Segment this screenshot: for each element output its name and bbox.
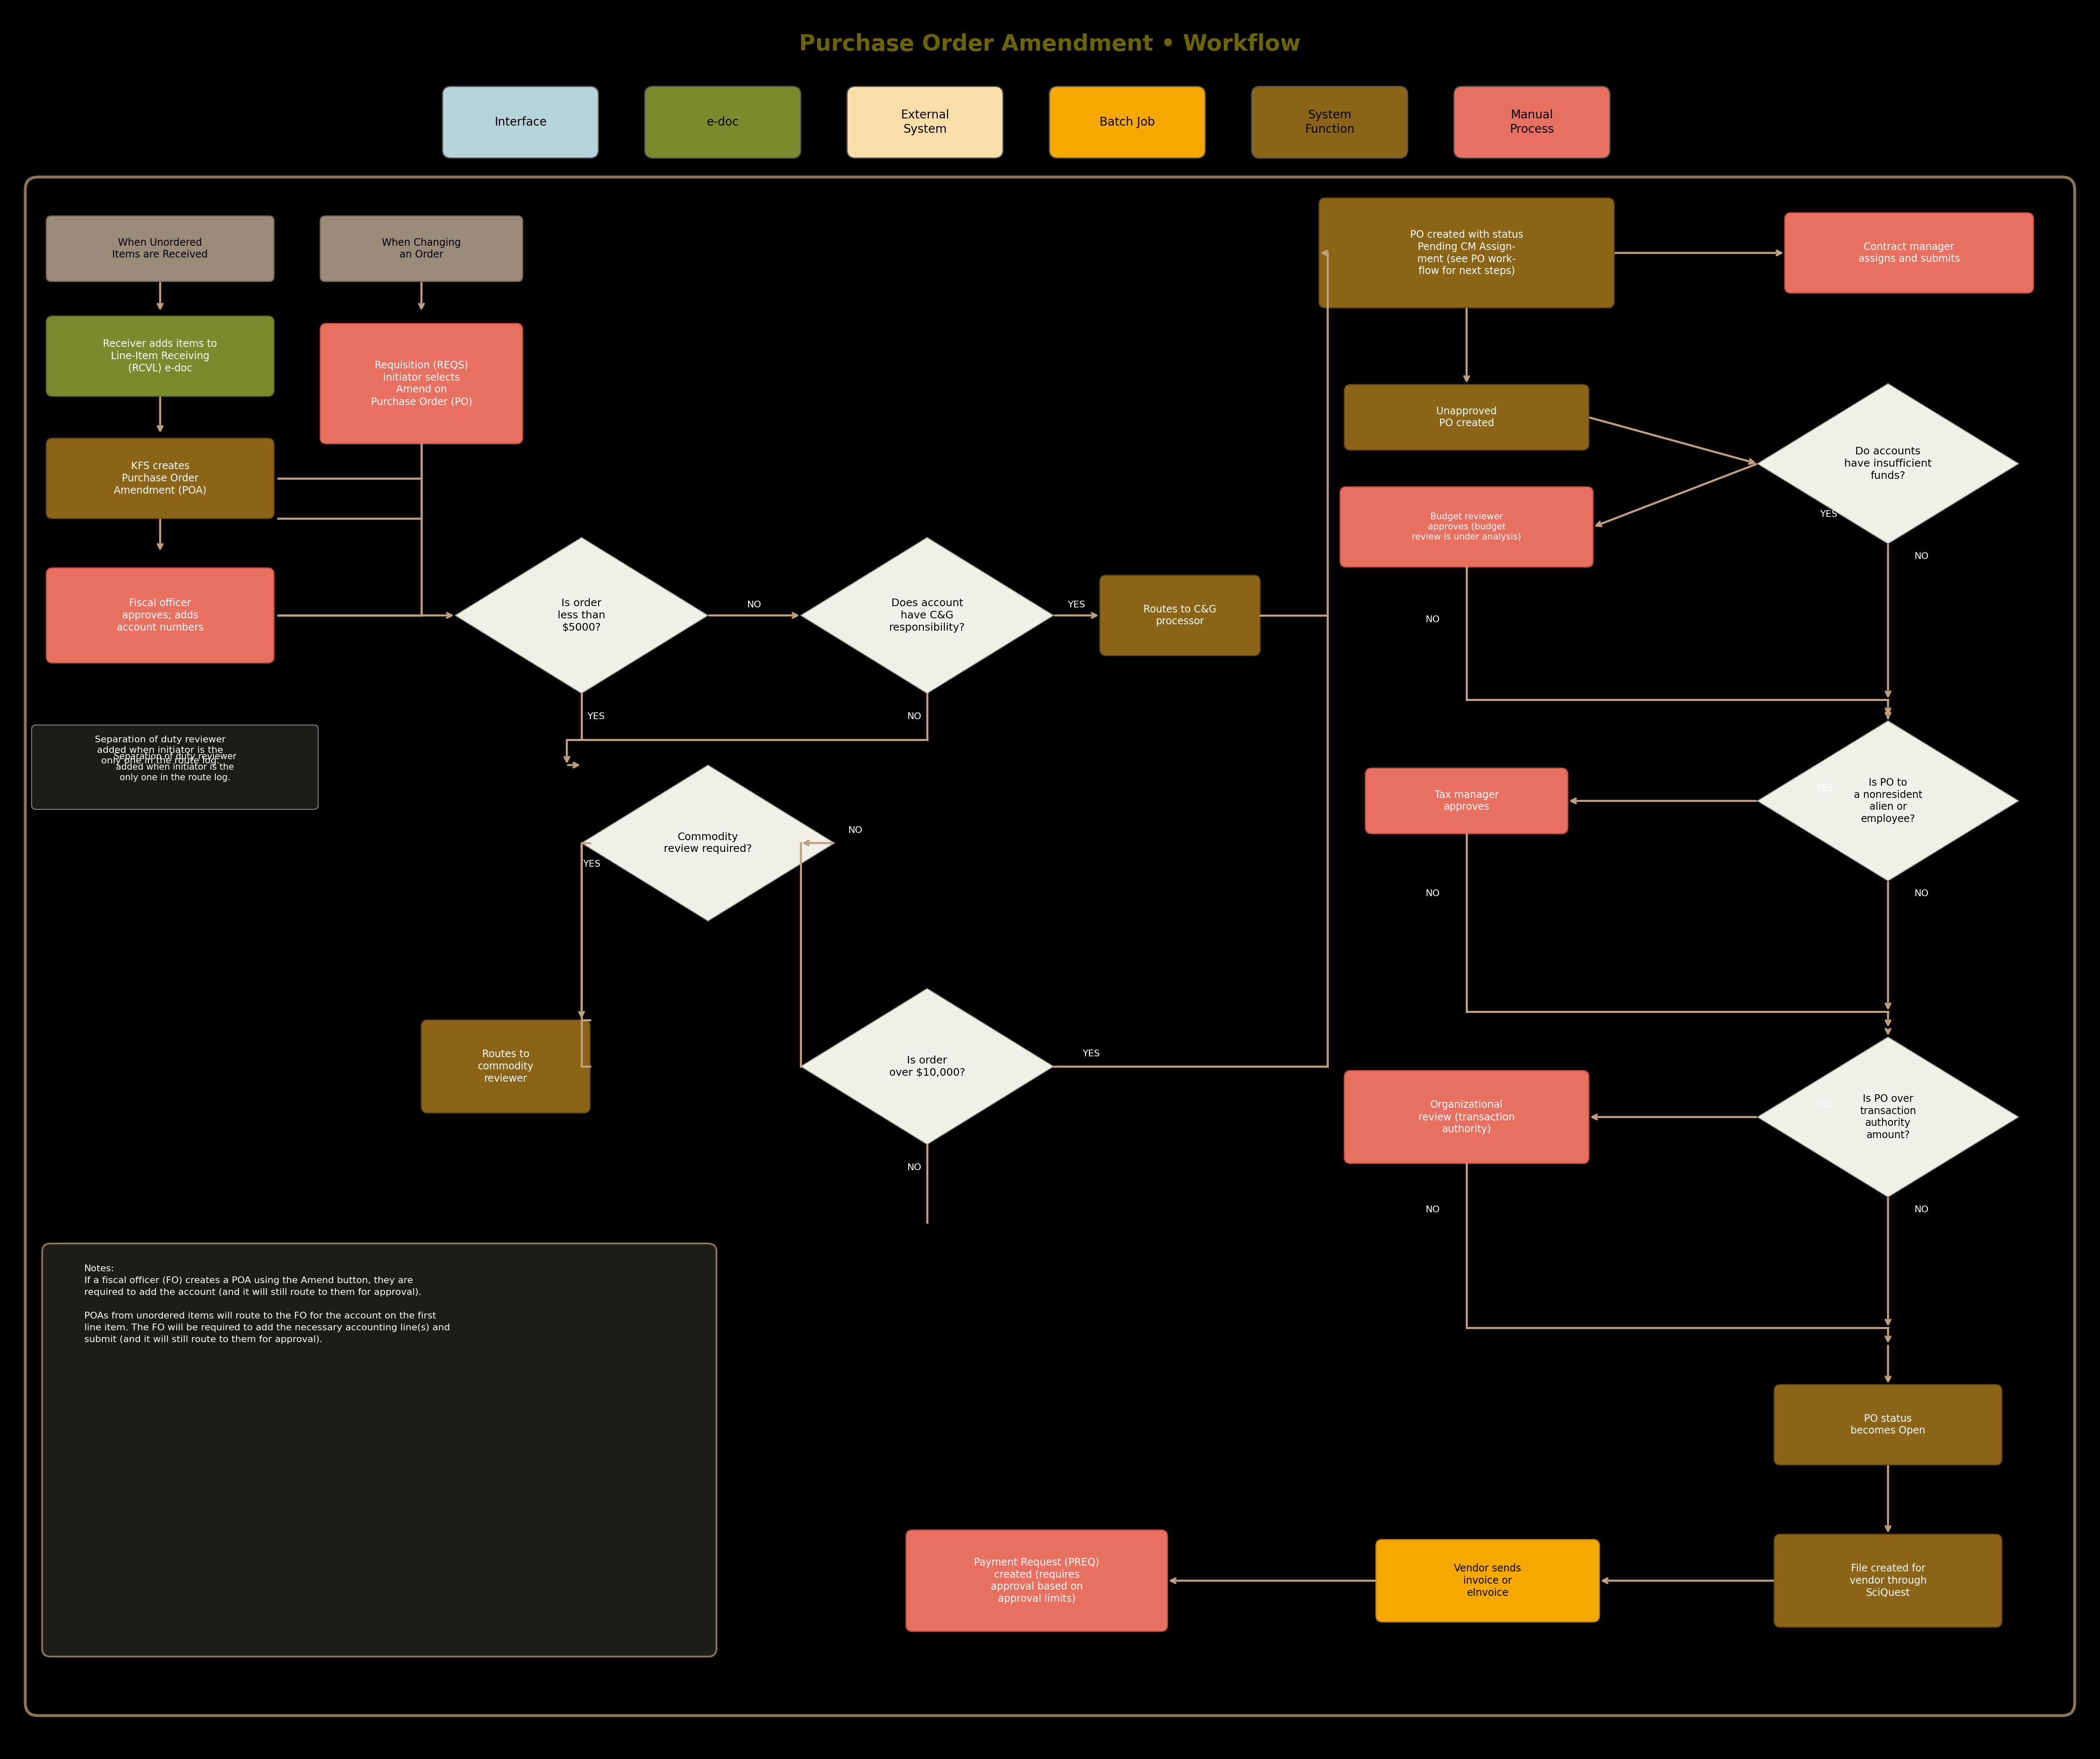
Text: External
System: External System — [901, 109, 949, 135]
FancyBboxPatch shape — [443, 86, 598, 158]
FancyBboxPatch shape — [1785, 213, 2033, 294]
FancyBboxPatch shape — [46, 568, 273, 663]
Text: Contract manager
assigns and submits: Contract manager assigns and submits — [1858, 241, 1959, 264]
FancyBboxPatch shape — [1774, 1534, 2001, 1627]
Polygon shape — [1758, 383, 2018, 544]
Text: NO: NO — [1915, 552, 1930, 561]
Polygon shape — [800, 538, 1054, 693]
FancyBboxPatch shape — [1774, 1384, 2001, 1465]
Text: Is PO over
transaction
authority
amount?: Is PO over transaction authority amount? — [1861, 1094, 1915, 1140]
Polygon shape — [1758, 1038, 2018, 1198]
Text: When Changing
an Order: When Changing an Order — [382, 237, 462, 260]
Polygon shape — [1758, 721, 2018, 881]
Text: KFS creates
Purchase Order
Amendment (POA): KFS creates Purchase Order Amendment (PO… — [113, 461, 206, 496]
Polygon shape — [800, 989, 1054, 1145]
Text: Is order
less than
$5000?: Is order less than $5000? — [559, 598, 605, 633]
FancyBboxPatch shape — [1365, 769, 1569, 834]
Text: Interface: Interface — [493, 116, 546, 128]
FancyBboxPatch shape — [46, 216, 273, 281]
Text: Payment Request (PREQ)
created (requires
approval based on
approval limits): Payment Request (PREQ) created (requires… — [974, 1557, 1100, 1604]
Text: Manual
Process: Manual Process — [1510, 109, 1554, 135]
Text: Organizational
review (transaction
authority): Organizational review (transaction autho… — [1418, 1099, 1514, 1135]
FancyBboxPatch shape — [1344, 385, 1590, 450]
Text: PO created with status
Pending CM Assign-
ment (see PO work-
flow for next steps: PO created with status Pending CM Assign… — [1409, 230, 1522, 276]
Text: YES: YES — [1069, 600, 1086, 609]
FancyBboxPatch shape — [42, 1244, 716, 1657]
Text: Notes:
If a fiscal officer (FO) creates a POA using the Amend button, they are
r: Notes: If a fiscal officer (FO) creates … — [84, 1265, 449, 1344]
Text: System
Function: System Function — [1304, 109, 1354, 135]
Text: Purchase Order Amendment • Workflow: Purchase Order Amendment • Workflow — [798, 33, 1300, 55]
Text: Receiver adds items to
Line-Item Receiving
(RCVL) e-doc: Receiver adds items to Line-Item Receivi… — [103, 339, 216, 373]
Text: When Unordered
Items are Received: When Unordered Items are Received — [111, 237, 208, 260]
FancyBboxPatch shape — [1453, 86, 1611, 158]
FancyBboxPatch shape — [846, 86, 1004, 158]
FancyBboxPatch shape — [1319, 199, 1615, 308]
Text: Batch Job: Batch Job — [1100, 116, 1155, 128]
Text: YES: YES — [1816, 785, 1833, 793]
Text: Separation of duty reviewer
added when initiator is the
only one in the route lo: Separation of duty reviewer added when i… — [113, 753, 235, 781]
Text: NO: NO — [907, 1163, 922, 1171]
Text: NO: NO — [907, 712, 922, 721]
FancyBboxPatch shape — [905, 1530, 1168, 1631]
FancyBboxPatch shape — [1252, 86, 1407, 158]
FancyBboxPatch shape — [321, 216, 523, 281]
Text: PO status
becomes Open: PO status becomes Open — [1850, 1414, 1926, 1435]
FancyBboxPatch shape — [1050, 86, 1205, 158]
Text: YES: YES — [1084, 1050, 1100, 1057]
Text: NO: NO — [1915, 1205, 1930, 1214]
Text: Routes to
commodity
reviewer: Routes to commodity reviewer — [479, 1050, 533, 1084]
Text: YES: YES — [588, 712, 605, 721]
Text: NO: NO — [1915, 890, 1930, 897]
Text: YES: YES — [1821, 510, 1838, 519]
FancyBboxPatch shape — [46, 317, 273, 396]
FancyBboxPatch shape — [46, 438, 273, 519]
FancyBboxPatch shape — [321, 324, 523, 443]
Text: Tax manager
approves: Tax manager approves — [1434, 790, 1499, 813]
Text: Is PO to
a nonresident
alien or
employee?: Is PO to a nonresident alien or employee… — [1854, 777, 1922, 825]
FancyBboxPatch shape — [1100, 575, 1260, 656]
Polygon shape — [582, 765, 834, 922]
Text: e-doc: e-doc — [706, 116, 739, 128]
Text: Unapproved
PO created: Unapproved PO created — [1436, 406, 1497, 429]
Text: Does account
have C&G
responsibility?: Does account have C&G responsibility? — [888, 598, 966, 633]
Text: Routes to C&G
processor: Routes to C&G processor — [1144, 605, 1216, 626]
Text: File created for
vendor through
SciQuest: File created for vendor through SciQuest — [1850, 1564, 1926, 1597]
Text: NO: NO — [748, 600, 762, 609]
FancyBboxPatch shape — [1340, 487, 1594, 566]
Text: Vendor sends
invoice or
eInvoice: Vendor sends invoice or eInvoice — [1453, 1564, 1520, 1597]
Text: Requisition (REQS)
initiator selects
Amend on
Purchase Order (PO): Requisition (REQS) initiator selects Ame… — [372, 361, 473, 406]
Text: Fiscal officer
approves; adds
account numbers: Fiscal officer approves; adds account nu… — [118, 598, 204, 633]
Text: YES: YES — [1816, 1099, 1833, 1108]
FancyBboxPatch shape — [645, 86, 800, 158]
Text: Budget reviewer
approves ​(budget
review is under analysis): Budget reviewer approves ​(budget review… — [1411, 512, 1520, 542]
Text: YES: YES — [584, 860, 601, 869]
Polygon shape — [456, 538, 708, 693]
Text: NO: NO — [1426, 890, 1441, 897]
Text: NO: NO — [848, 827, 863, 834]
Text: NO: NO — [1426, 616, 1441, 624]
FancyBboxPatch shape — [422, 1020, 590, 1113]
Text: Commodity
review required?: Commodity review required? — [664, 832, 752, 855]
Text: NO: NO — [1426, 1205, 1441, 1214]
Text: Separation of duty reviewer
added when initiator is the
only one in the route lo: Separation of duty reviewer added when i… — [94, 735, 225, 765]
Text: Is order
over $10,000?: Is order over $10,000? — [888, 1055, 966, 1078]
FancyBboxPatch shape — [1344, 1071, 1590, 1163]
FancyBboxPatch shape — [1376, 1539, 1600, 1622]
Text: Do accounts
have insufficient
funds?: Do accounts have insufficient funds? — [1844, 447, 1932, 480]
FancyBboxPatch shape — [31, 725, 319, 809]
